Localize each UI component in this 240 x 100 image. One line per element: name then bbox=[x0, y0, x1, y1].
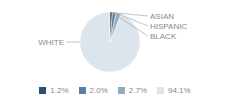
svg-text:BLACK: BLACK bbox=[150, 32, 177, 41]
svg-text:WHITE: WHITE bbox=[38, 38, 64, 47]
svg-text:ASIAN: ASIAN bbox=[150, 12, 174, 21]
html-text:2.0%: 2.0% bbox=[89, 86, 108, 95]
html-text:94.1%: 94.1% bbox=[168, 86, 191, 95]
html-text:1.2%: 1.2% bbox=[50, 86, 69, 95]
svg-text:HISPANIC: HISPANIC bbox=[150, 22, 187, 31]
html-text:2.7%: 2.7% bbox=[128, 86, 147, 95]
